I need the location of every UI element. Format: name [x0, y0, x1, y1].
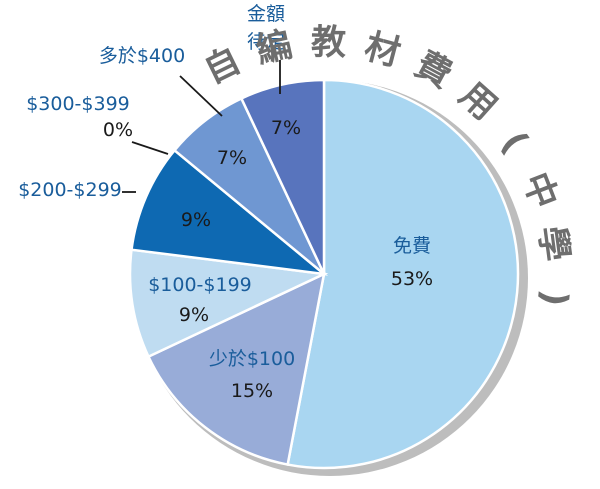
title-character: 教: [311, 23, 347, 64]
pie-slice: [286, 78, 520, 470]
title-character: ): [533, 288, 574, 308]
slice-percent-label: 0%: [103, 119, 133, 141]
pie-slice: [130, 148, 329, 276]
leader-line: [131, 141, 169, 155]
slice-category-label: $100-$199: [148, 274, 252, 296]
title-character: 自: [198, 41, 247, 92]
slice-labels: 免費 53% 少於$100 15% $100-$199 9% $200-$299 9% $300…: [18, 3, 433, 402]
title-character: 學: [531, 224, 575, 264]
pie-slice: [128, 248, 329, 359]
title-character: 費: [408, 45, 458, 97]
slice-percent-label: 9%: [179, 304, 209, 326]
pie-slices: [128, 78, 520, 470]
slice-percent-label: 53%: [391, 268, 433, 290]
slice-percent-label: 7%: [217, 147, 247, 169]
slice-category-label: 免費: [393, 235, 431, 257]
slice-category-label: 多於$400: [99, 45, 185, 67]
title-character: 用: [452, 75, 505, 128]
title-character: 中: [515, 167, 565, 214]
slice-percent-label: 15%: [231, 380, 273, 402]
slice-category-label: $200-$299: [18, 179, 122, 201]
slice-category-label: $300-$399: [26, 93, 130, 115]
pie-slice: [239, 78, 326, 275]
slice-percent-label: 9%: [181, 209, 211, 231]
slice-category-label: 待定: [247, 31, 285, 53]
slice-percent-label: 7%: [271, 117, 301, 139]
leader-line: [179, 75, 223, 117]
slice-category-label: 金額: [247, 3, 285, 25]
title-character: 材: [360, 27, 404, 75]
pie-slice: [146, 271, 326, 467]
title-character: 編: [253, 25, 296, 72]
title-character: (: [493, 125, 535, 161]
slice-category-label: 少於$100: [209, 348, 295, 370]
